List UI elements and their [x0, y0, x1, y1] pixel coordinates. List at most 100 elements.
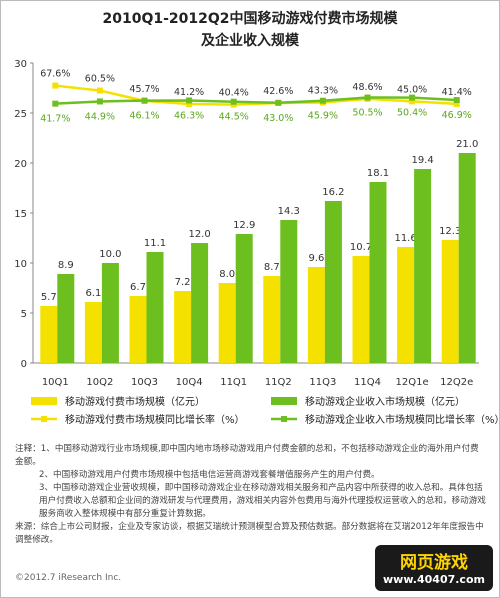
note: 3、中国移动游戏企业营收规模，即中国移动游戏企业在移动游戏相关服务和产品内容中所…: [39, 483, 486, 519]
line-label: 60.5%: [85, 74, 115, 85]
bar: [397, 247, 415, 363]
line-label: 41.4%: [442, 87, 472, 98]
line-marker: [52, 82, 59, 89]
y-tick-label: 15: [14, 209, 27, 220]
bar-label: 14.3: [278, 206, 300, 217]
line-marker: [230, 98, 237, 105]
bar-label: 18.1: [367, 168, 389, 179]
line-label: 45.7%: [129, 84, 159, 95]
line-marker: [96, 98, 103, 105]
bar-label: 16.2: [322, 187, 344, 198]
note: 来源：综合上市公司财报，企业及专家访谈，根据艾瑞统计预测模型合算及预估数据。部分…: [15, 522, 484, 545]
line-marker: [364, 94, 371, 101]
line-marker: [186, 97, 193, 104]
line-label: 45.9%: [308, 111, 338, 122]
x-tick-label: 10Q1: [42, 377, 69, 388]
x-tick-label: 11Q3: [309, 377, 336, 388]
bar-label: 10.0: [99, 249, 121, 260]
legend-swatch: [41, 416, 47, 422]
bar: [40, 306, 58, 363]
line: [55, 84, 457, 106]
legend-swatch: [281, 416, 287, 422]
bar: [369, 182, 387, 363]
chart-title: 2010Q1-2012Q2中国移动游戏付费市场规模: [102, 10, 398, 27]
bar: [174, 291, 192, 363]
line-label: 50.5%: [352, 108, 382, 119]
line-label: 46.1%: [129, 111, 159, 122]
legend-label: 移动游戏企业收入市场规模（亿元）: [305, 395, 465, 408]
bar: [324, 201, 342, 363]
bar-label: 11.1: [144, 238, 166, 249]
x-tick-label: 12Q1e: [396, 377, 429, 388]
bar-label: 8.0: [219, 269, 235, 280]
line-label: 44.5%: [219, 112, 249, 123]
line-label: 40.4%: [219, 88, 249, 99]
chart: 2010Q1-2012Q2中国移动游戏付费市场规模 及企业收入规模 0 5 10 15…: [14, 10, 499, 426]
legend-swatch: [31, 397, 57, 405]
bar-label: 19.4: [411, 155, 433, 166]
bar-label: 8.9: [58, 260, 74, 271]
line-label: 50.4%: [397, 108, 427, 119]
legend-label: 移动游戏付费市场规模（亿元）: [65, 395, 205, 408]
line-label: 41.2%: [174, 87, 204, 98]
logo-title: 网页游戏: [400, 553, 468, 573]
x-tick-label: 10Q3: [131, 377, 158, 388]
line-label: 44.9%: [85, 111, 115, 122]
bar-label: 12.3: [439, 226, 461, 237]
logo: 网页游戏 www.40407.com: [375, 545, 493, 591]
bar-label: 6.1: [85, 288, 101, 299]
copyright: ©2012.7 iResearch Inc.: [15, 573, 122, 583]
bar: [191, 243, 209, 363]
line-label: 45.0%: [397, 84, 427, 95]
bar: [280, 220, 298, 363]
line-marker: [141, 97, 148, 104]
bar: [263, 276, 281, 363]
bar: [352, 256, 370, 363]
line-marker: [52, 100, 59, 107]
bar-label: 12.9: [233, 220, 255, 231]
bar: [101, 263, 119, 363]
bar-label: 8.7: [264, 262, 280, 273]
x-tick-label: 10Q2: [86, 377, 113, 388]
x-tick-label: 11Q2: [265, 377, 292, 388]
line-marker: [96, 87, 103, 94]
bar-label: 5.7: [41, 292, 57, 303]
note: 2、中国移动游戏用户付费市场规模中包括电信运营商游戏套餐增值服务产生的用户付费。: [39, 470, 380, 480]
bar: [307, 267, 325, 363]
legend-label: 移动游戏企业收入市场规模同比增长率（%）: [305, 413, 499, 426]
line-marker: [453, 97, 460, 104]
bar: [218, 283, 236, 363]
line-marker: [275, 99, 282, 106]
bar-label: 11.6: [394, 233, 416, 244]
y-tick-label: 0: [21, 359, 27, 370]
note: 注释：1、中国移动游戏行业市场规模,即中国内地市场移动游戏用户付费金额的总和，不…: [15, 444, 479, 467]
bar: [414, 169, 432, 363]
line-label: 41.7%: [40, 114, 70, 125]
x-tick-label: 10Q4: [176, 377, 203, 388]
line-label: 46.3%: [174, 110, 204, 121]
line-label: 67.6%: [40, 69, 70, 80]
line-label: 43.3%: [308, 86, 338, 97]
legend-label: 移动游戏付费市场规模同比增长率（%）: [65, 413, 245, 426]
y-tick-label: 25: [14, 109, 27, 120]
logo-url: www.40407.com: [383, 573, 485, 586]
chart-subtitle: 及企业收入规模: [201, 32, 300, 49]
bar: [84, 302, 102, 363]
x-tick-label: 12Q2e: [440, 377, 473, 388]
bar: [57, 274, 75, 363]
line-label: 48.6%: [352, 82, 382, 93]
bar: [129, 296, 147, 363]
line-label: 42.6%: [263, 86, 293, 97]
x-tick-label: 11Q1: [220, 377, 247, 388]
line-label: 43.0%: [263, 113, 293, 124]
notes: 注释：1、中国移动游戏行业市场规模,即中国内地市场移动游戏用户付费金额的总和，不…: [15, 443, 487, 547]
bar-label: 6.7: [130, 282, 146, 293]
bar-label: 12.0: [188, 229, 210, 240]
line-label: 46.9%: [442, 110, 472, 121]
bar: [458, 153, 476, 363]
bar: [441, 240, 459, 363]
line: [55, 96, 457, 105]
y-tick-label: 10: [14, 259, 27, 270]
bar: [146, 252, 164, 363]
